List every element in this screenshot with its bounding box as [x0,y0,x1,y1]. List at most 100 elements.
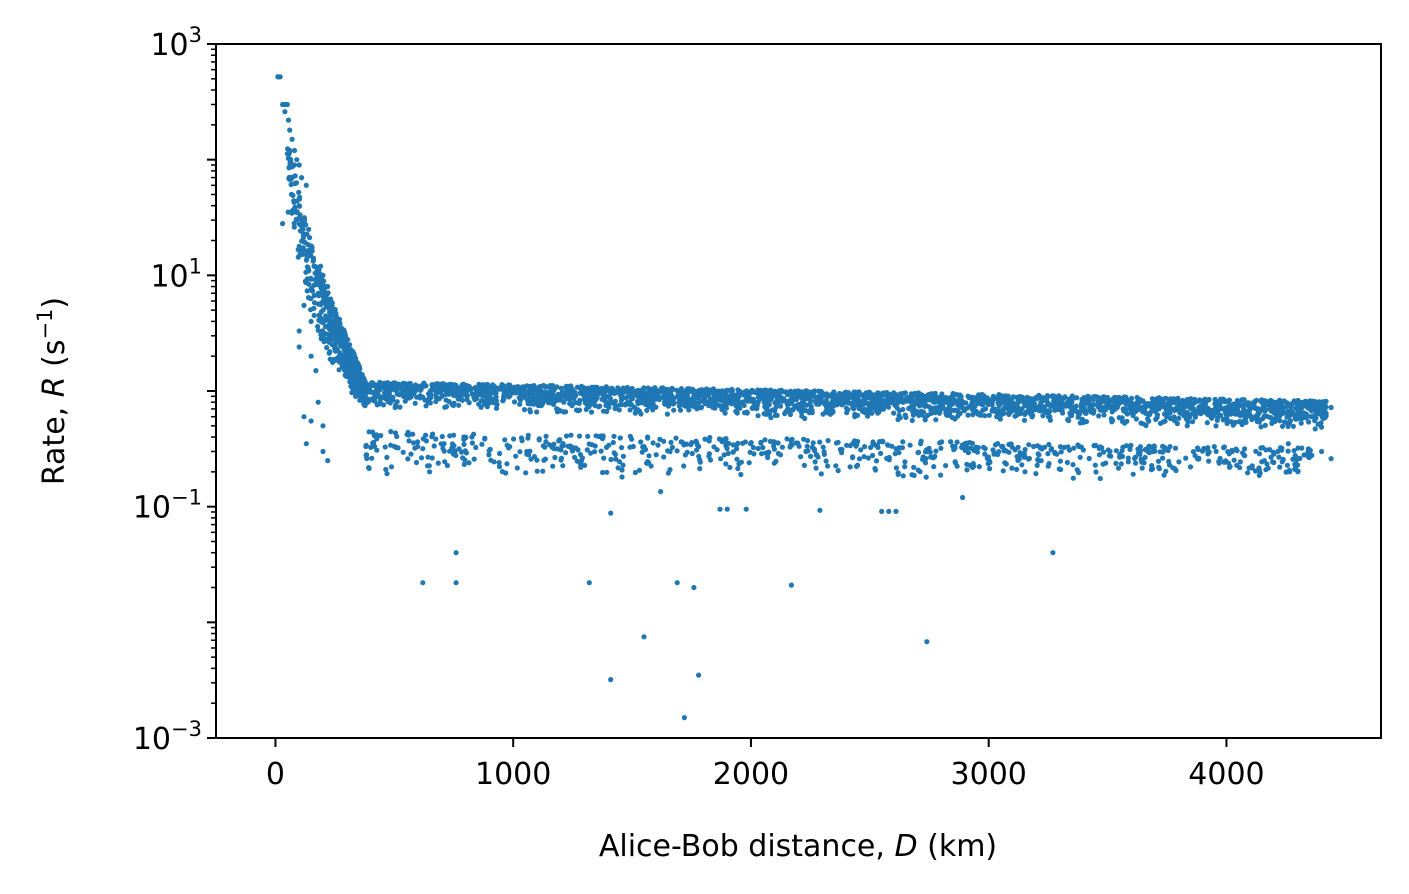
data-point [290,192,296,198]
data-point [425,463,431,469]
data-point [1290,456,1296,462]
data-point [1141,460,1147,466]
data-point [360,375,366,381]
data-point [765,451,771,457]
data-point [849,395,855,401]
data-point [473,444,479,451]
data-point [705,389,711,395]
data-point [504,461,510,467]
data-point [1121,420,1128,426]
data-point [541,383,547,389]
data-point [453,452,459,459]
data-point [805,396,811,402]
data-point [1167,400,1173,406]
data-point [812,399,818,405]
data-point [645,435,651,441]
data-point [709,400,715,407]
data-point [1177,399,1184,405]
data-point [523,470,529,476]
data-point [550,463,556,469]
data-point [342,367,348,373]
data-point [1328,404,1334,411]
data-point [563,396,570,402]
data-point [1038,400,1044,406]
data-point [958,395,964,401]
data-point [722,410,728,416]
data-point [324,345,330,351]
y-axis-ticks: 10−3 10−1 101 103 [133,23,216,757]
data-point [839,446,845,452]
data-point [1031,403,1037,409]
data-point [802,415,808,422]
data-point [985,401,991,408]
data-point [296,328,302,334]
data-point [1174,405,1180,411]
data-point [1143,410,1149,416]
data-point [323,313,329,319]
data-point [1000,406,1006,412]
data-point [691,584,697,591]
data-point [1298,420,1304,426]
data-point [1267,406,1273,412]
data-point [641,634,647,640]
data-point [710,391,716,397]
data-point [924,639,930,645]
data-point [608,390,614,396]
data-point [542,444,548,450]
data-point [339,358,345,364]
data-point [374,436,380,442]
data-point [1106,453,1112,459]
data-point [968,445,974,451]
data-point [608,677,614,683]
data-point [1190,449,1196,455]
data-point [819,398,825,404]
data-point [619,445,625,451]
data-point [1015,457,1021,463]
data-point [1165,447,1171,454]
data-point [336,367,342,373]
data-point [1223,458,1229,464]
data-point [1299,416,1305,422]
data-point [771,460,777,466]
data-point [426,395,432,401]
data-point [853,443,859,449]
data-point [689,398,695,404]
data-point [549,400,555,406]
data-point [1183,455,1189,461]
data-point [727,464,733,470]
data-point [667,448,673,455]
data-point [1299,399,1305,406]
data-point [442,459,448,465]
data-point [933,397,939,403]
data-point [996,449,1002,455]
data-point [1254,419,1260,425]
data-point [669,444,676,450]
data-point [1270,459,1276,465]
data-point [487,400,494,406]
data-point [350,353,356,359]
data-point [401,390,407,397]
data-point [1312,426,1318,432]
data-point [511,384,517,390]
data-point [1071,445,1077,451]
data-point [991,450,997,456]
data-point [285,209,291,215]
data-point [922,449,929,455]
data-point [472,397,478,403]
data-point [1190,419,1196,425]
data-point [540,468,546,474]
data-point [1228,419,1234,425]
data-point [431,443,437,449]
data-point [378,433,384,439]
data-point [986,412,992,418]
data-point [296,196,302,202]
data-point [303,441,309,447]
data-point [458,395,464,401]
data-point [1216,459,1222,465]
data-point [775,399,781,405]
data-point [870,452,876,459]
data-point [1153,409,1159,415]
data-point [563,433,570,439]
data-point [735,387,741,393]
data-point [612,405,618,412]
